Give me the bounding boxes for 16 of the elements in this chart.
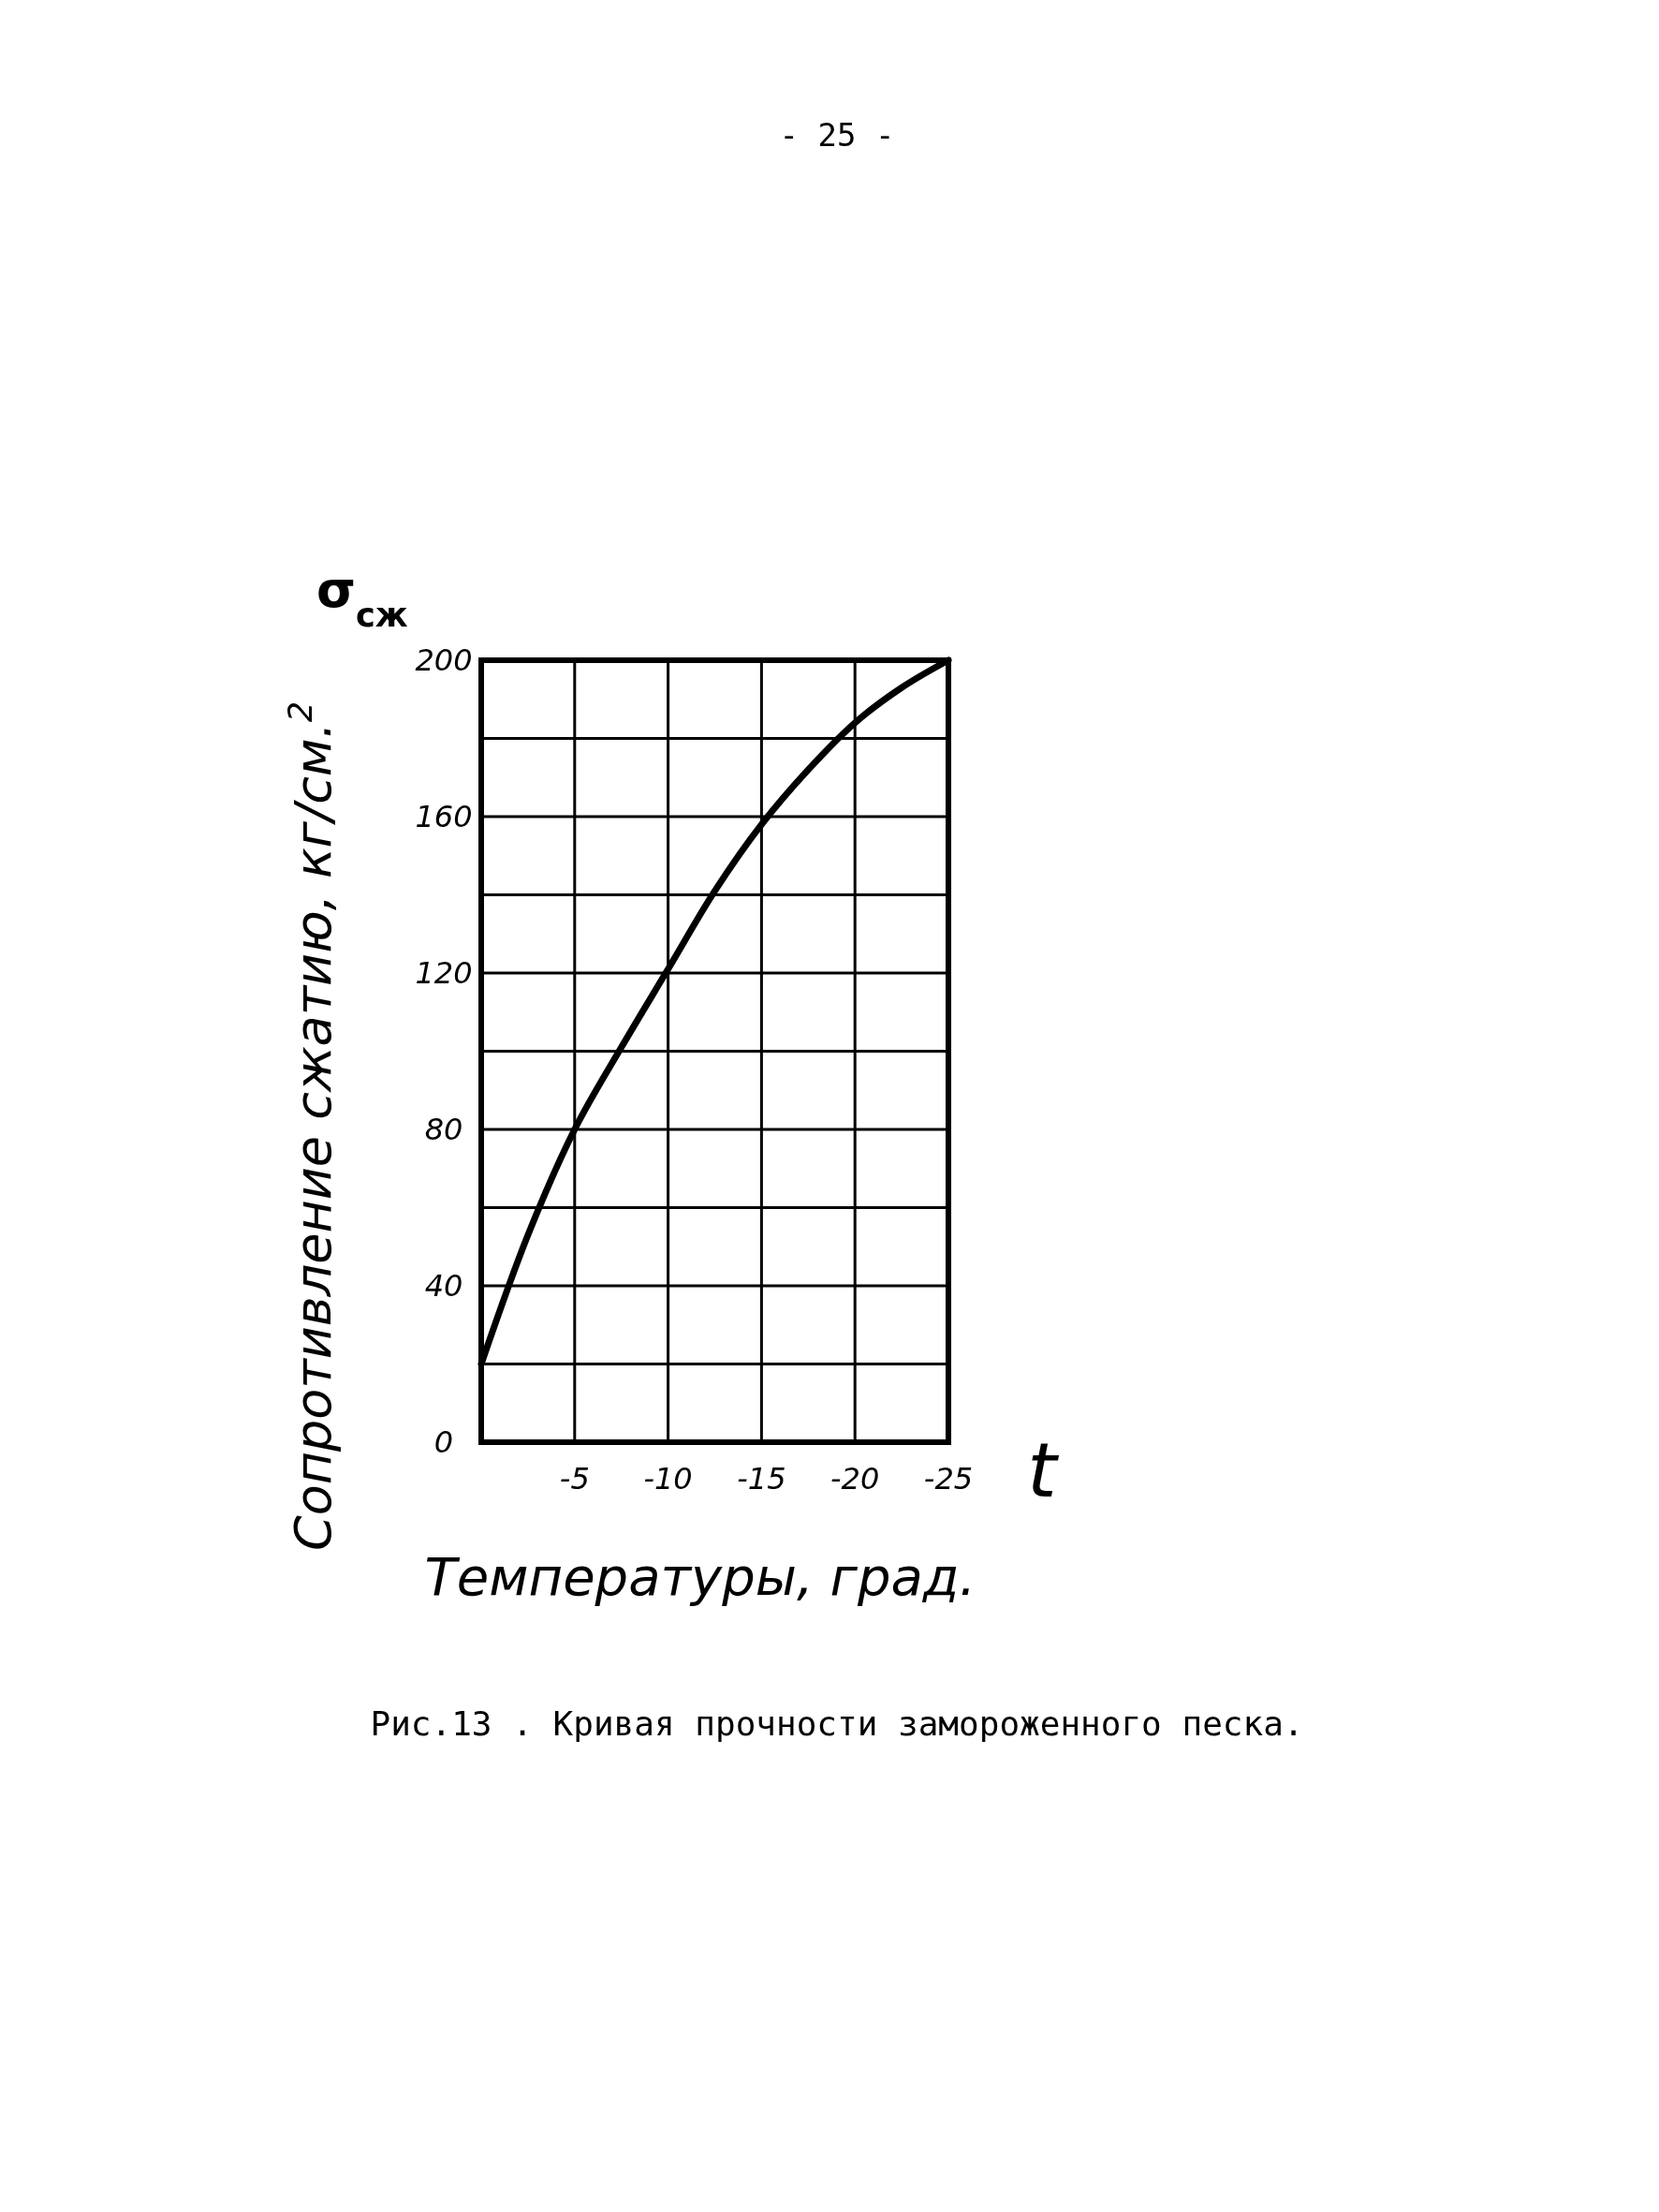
x-axis-title: Температуры, град. [424, 1546, 976, 1607]
y-tick-label: 160 [415, 799, 473, 834]
text: - 25 - [779, 116, 895, 154]
x-tick-label: -20 [830, 1461, 880, 1497]
text: Рис.13 . Кривая прочности замороженного песка. [370, 1704, 1304, 1743]
x-tick-label: -25 [923, 1461, 974, 1497]
y-tick-label: 200 [415, 642, 473, 678]
y-tick-label: 80 [424, 1112, 463, 1147]
y-tick-label: 40 [424, 1268, 463, 1304]
x-tick-label: -15 [737, 1461, 786, 1497]
y-tick-label: 0 [433, 1424, 454, 1460]
text: t [1027, 1427, 1060, 1514]
text: σ$_{сж}$ [316, 560, 408, 634]
x-tick-label: -5 [559, 1461, 590, 1497]
x-tick-label: -10 [643, 1461, 693, 1497]
y-tick-label: 120 [415, 955, 473, 991]
